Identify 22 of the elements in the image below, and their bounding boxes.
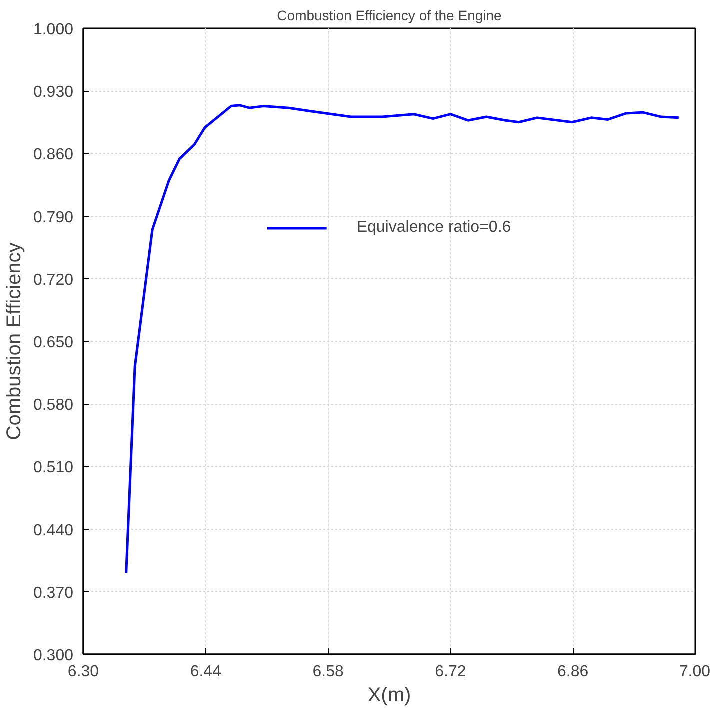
- x-tick-label: 6.44: [190, 664, 222, 680]
- y-tick-label: 0.720: [33, 272, 74, 289]
- y-tick-label: 0.860: [33, 146, 74, 164]
- y-tick-label: 1.000: [33, 22, 74, 38]
- y-tick-label: 0.790: [33, 209, 74, 226]
- y-tick-label: 0.580: [33, 397, 74, 414]
- x-tick-label: 6.86: [558, 664, 589, 680]
- y-tick-label: 0.370: [33, 584, 74, 602]
- chart-title: Combustion Efficiency of the Engine: [277, 8, 502, 24]
- x-tick-label: 6.58: [312, 664, 344, 680]
- legend-label: Equivalence ratio=0.6: [356, 219, 512, 237]
- y-axis-title: Combustion Efficiency: [3, 242, 26, 440]
- y-tick-label: 0.930: [33, 84, 74, 102]
- line-series: [125, 104, 680, 574]
- y-tick-label: 0.650: [33, 334, 74, 352]
- x-tick-label: 6.72: [435, 664, 466, 680]
- x-axis-title: X(m): [368, 684, 412, 706]
- y-tick-label: 0.300: [33, 648, 74, 664]
- y-tick-label: 0.510: [33, 460, 74, 477]
- y-tick-label: 0.440: [33, 522, 74, 540]
- x-tick-label: 6.30: [68, 664, 100, 680]
- x-tick-label: 7.00: [679, 664, 710, 680]
